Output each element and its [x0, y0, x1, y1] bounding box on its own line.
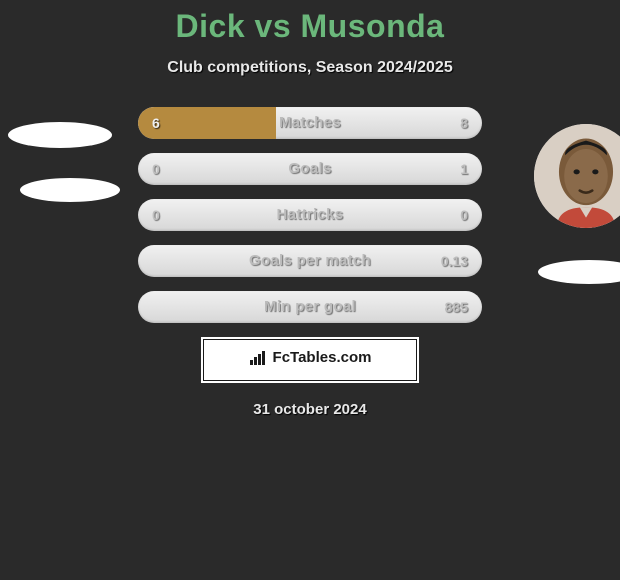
face-icon [534, 124, 620, 228]
stat-value-left: 6 [152, 107, 160, 139]
stat-row: 0 Goals 1 [138, 153, 482, 185]
stat-label: Matches [279, 107, 341, 139]
player-left-avatar-placeholder [8, 122, 112, 148]
stat-value-right: 885 [445, 291, 468, 323]
player-right-shadow [538, 260, 620, 284]
stat-label: Hattricks [277, 199, 344, 231]
stat-value-right: 0.13 [441, 245, 468, 277]
stat-row: 6 Matches 8 [138, 107, 482, 139]
stat-row: 0 Hattricks 0 [138, 199, 482, 231]
stat-row: Min per goal 885 [138, 291, 482, 323]
stat-row: Goals per match 0.13 [138, 245, 482, 277]
stat-value-right: 0 [460, 199, 468, 231]
subtitle: Club competitions, Season 2024/2025 [0, 59, 620, 77]
stat-value-left: 0 [152, 199, 160, 231]
player-left-shadow [20, 178, 120, 202]
player-right-avatar [534, 124, 620, 228]
stat-label: Goals [288, 153, 331, 185]
stat-value-left: 0 [152, 153, 160, 185]
stat-value-right: 8 [460, 107, 468, 139]
page-title: Dick vs Musonda [0, 8, 620, 45]
stat-label: Goals per match [249, 245, 371, 277]
date-text: 31 october 2024 [0, 401, 620, 418]
stat-label: Min per goal [264, 291, 356, 323]
stat-value-right: 1 [460, 153, 468, 185]
brand-badge: FcTables.com [201, 337, 419, 383]
stats-panel: 6 Matches 8 0 Goals 1 0 Hattricks 0 Goals per mat… [138, 107, 482, 323]
brand-text: FcTables.com [273, 349, 372, 366]
chart-icon [249, 350, 269, 366]
